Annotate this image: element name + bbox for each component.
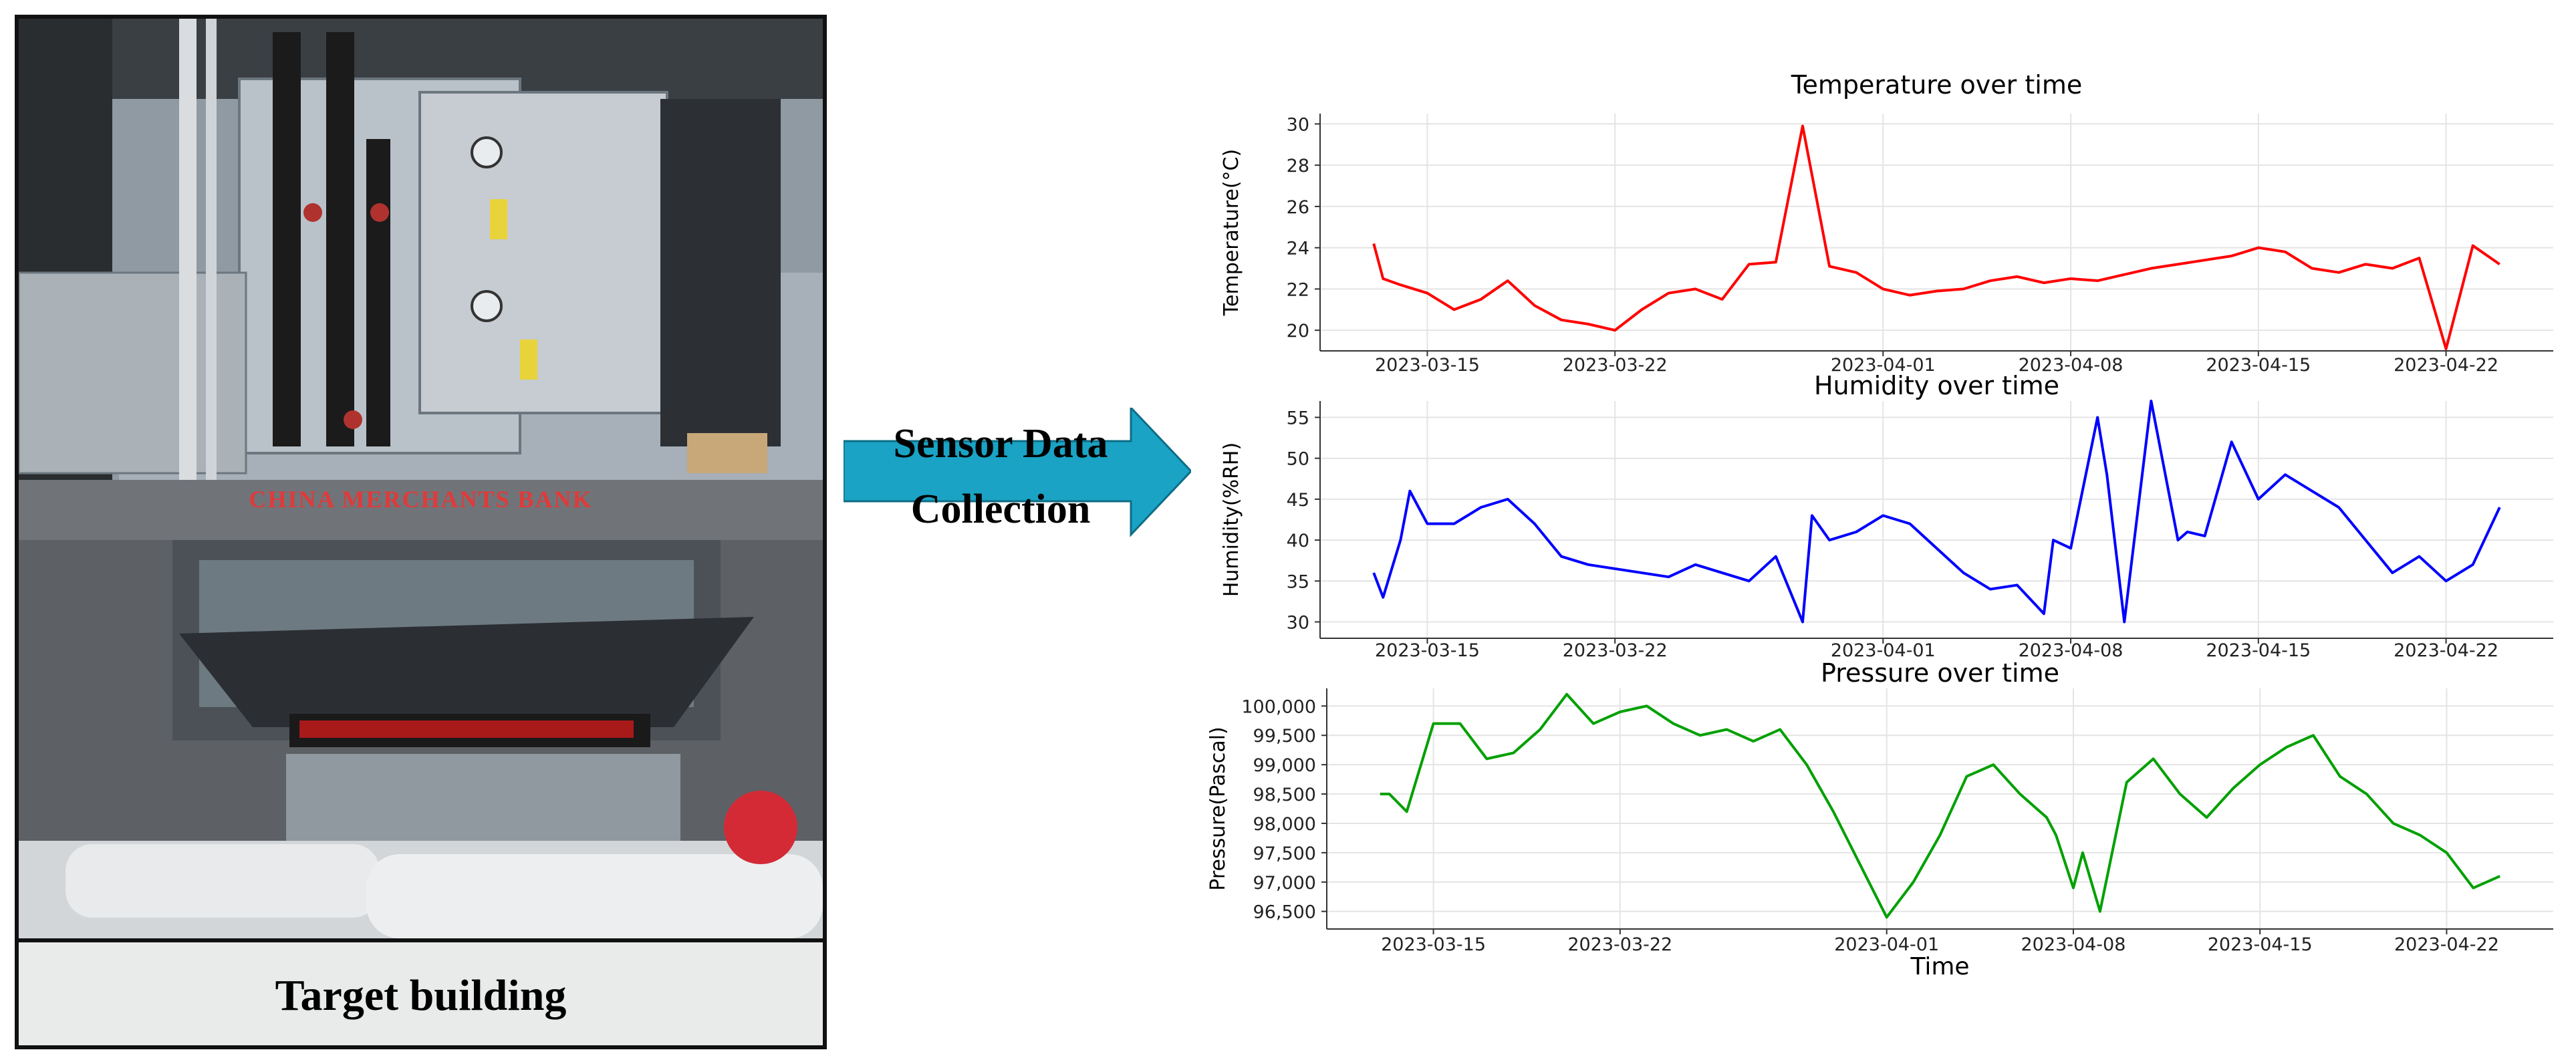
humidity-chart: Humidity over time 30 35 40 45 50 55 2023-03-15… (1190, 374, 2567, 662)
x-tick-label: 2023-04-15 (2208, 934, 2313, 955)
x-tick-label: 2023-04-22 (2394, 355, 2498, 374)
humidity-chart-svg: Humidity over time 30 35 40 45 50 55 2023-03-15… (1220, 374, 2553, 661)
chart-title: Temperature over time (1791, 70, 2082, 100)
series-line (1372, 124, 2500, 350)
y-axis-label: Temperature(°C) (1220, 149, 1243, 316)
y-tick-label: 55 (1287, 408, 1309, 428)
y-tick-label: 28 (1287, 156, 1309, 176)
x-tick-label: 2023-04-22 (2394, 934, 2499, 955)
pressure-chart-svg: Pressure over time 96,500 97,000 97,500 98,0… (1206, 662, 2553, 980)
y-tick-label: 97,500 (1253, 843, 1316, 864)
pressure-chart: Pressure over time 96,500 97,000 97,500 98,0… (1190, 662, 2567, 982)
y-tick-label: 50 (1287, 449, 1309, 470)
x-tick-label: 2023-04-15 (2206, 640, 2311, 661)
x-tick-label: 2023-03-15 (1381, 934, 1486, 955)
x-tick-label: 2023-03-15 (1375, 640, 1480, 661)
y-tick-label: 99,500 (1253, 726, 1316, 747)
y-tick-label: 30 (1287, 613, 1309, 634)
arrow-shape (844, 408, 1191, 537)
y-tick-label: 24 (1287, 239, 1309, 259)
x-tick-label: 2023-03-22 (1563, 355, 1668, 374)
chart-title: Humidity over time (1814, 374, 2059, 400)
x-tick-label: 2023-04-01 (1834, 934, 1939, 955)
arrow-label: Sensor Data Collection (844, 411, 1158, 542)
y-tick-label: 100,000 (1241, 696, 1316, 717)
y-tick-label: 26 (1287, 197, 1309, 218)
x-axis-label: Time (1910, 953, 1969, 980)
y-axis-label: Pressure(Pascal) (1206, 726, 1230, 890)
caption-box: Target building (19, 938, 823, 1045)
x-tick-label: 2023-04-08 (2019, 355, 2123, 374)
x-tick-label: 2023-04-08 (2019, 640, 2123, 661)
arrow-label-line-2: Collection (910, 487, 1091, 532)
y-tick-label: 45 (1287, 490, 1309, 511)
y-tick-label: 22 (1287, 279, 1309, 300)
flow-arrow (844, 408, 1191, 537)
bank-sign: CHINA MERCHANTS BANK (249, 486, 593, 513)
arrow-label-line-1: Sensor Data (893, 421, 1108, 467)
building-photo-panel: CHINA MERCHANTS BANK Target building (15, 15, 827, 1049)
x-tick-label: 2023-04-15 (2206, 355, 2311, 374)
x-tick-label: 2023-03-22 (1567, 934, 1672, 955)
building-entrance-photo (19, 480, 823, 938)
series-line (1380, 692, 2501, 919)
x-tick-label: 2023-04-08 (2021, 934, 2126, 955)
series-line (1372, 400, 2501, 624)
hvac-equipment-photo (19, 19, 823, 480)
y-tick-label: 98,500 (1253, 785, 1316, 805)
y-tick-label: 97,000 (1253, 873, 1316, 894)
x-tick-label: 2023-04-01 (1831, 640, 1936, 661)
y-tick-label: 96,500 (1253, 902, 1316, 923)
y-tick-label: 20 (1287, 321, 1309, 342)
y-tick-label: 98,000 (1253, 814, 1316, 835)
chart-title: Pressure over time (1821, 662, 2059, 688)
temperature-chart-svg: Temperature over time 20 22 24 26 28 30 2023-03… (1220, 70, 2553, 374)
temperature-chart: Temperature over time 20 22 24 26 28 30 2023-03… (1190, 67, 2567, 374)
y-tick-label: 35 (1287, 571, 1309, 592)
x-tick-label: 2023-03-22 (1563, 640, 1668, 661)
y-tick-label: 30 (1287, 114, 1309, 135)
y-tick-label: 99,000 (1253, 755, 1316, 776)
x-tick-label: 2023-04-22 (2394, 640, 2498, 661)
x-tick-label: 2023-04-01 (1831, 355, 1936, 374)
x-tick-label: 2023-03-15 (1375, 355, 1480, 374)
y-axis-label: Humidity(%RH) (1220, 442, 1243, 597)
photo-caption: Target building (275, 971, 567, 1020)
y-tick-label: 40 (1287, 531, 1309, 551)
